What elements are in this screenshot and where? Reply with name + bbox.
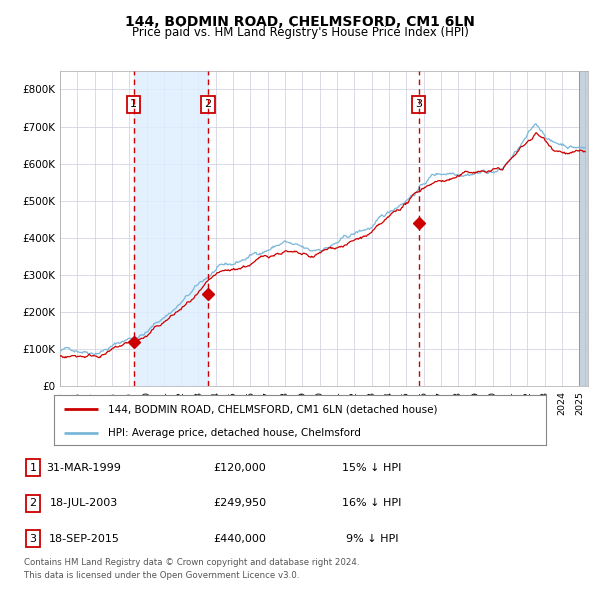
Bar — [580, 71, 588, 386]
Text: 18-JUL-2003: 18-JUL-2003 — [50, 499, 118, 508]
Text: Contains HM Land Registry data © Crown copyright and database right 2024.: Contains HM Land Registry data © Crown c… — [24, 558, 359, 567]
Text: 2: 2 — [29, 499, 37, 508]
Text: Price paid vs. HM Land Registry's House Price Index (HPI): Price paid vs. HM Land Registry's House … — [131, 26, 469, 39]
Text: 16% ↓ HPI: 16% ↓ HPI — [343, 499, 401, 508]
Text: £440,000: £440,000 — [214, 534, 266, 543]
Text: 3: 3 — [29, 534, 37, 543]
Text: £249,950: £249,950 — [214, 499, 266, 508]
Text: 144, BODMIN ROAD, CHELMSFORD, CM1 6LN: 144, BODMIN ROAD, CHELMSFORD, CM1 6LN — [125, 15, 475, 29]
Text: 9% ↓ HPI: 9% ↓ HPI — [346, 534, 398, 543]
Text: 31-MAR-1999: 31-MAR-1999 — [47, 463, 121, 473]
Text: 2: 2 — [204, 99, 211, 109]
Text: 1: 1 — [29, 463, 37, 473]
Text: This data is licensed under the Open Government Licence v3.0.: This data is licensed under the Open Gov… — [24, 571, 299, 580]
Text: 18-SEP-2015: 18-SEP-2015 — [49, 534, 119, 543]
Text: 144, BODMIN ROAD, CHELMSFORD, CM1 6LN (detached house): 144, BODMIN ROAD, CHELMSFORD, CM1 6LN (d… — [108, 404, 437, 414]
Text: 3: 3 — [415, 99, 422, 109]
Text: 1: 1 — [130, 99, 137, 109]
Text: £120,000: £120,000 — [214, 463, 266, 473]
Bar — [134, 71, 208, 386]
Text: HPI: Average price, detached house, Chelmsford: HPI: Average price, detached house, Chel… — [108, 428, 361, 438]
Text: 15% ↓ HPI: 15% ↓ HPI — [343, 463, 401, 473]
